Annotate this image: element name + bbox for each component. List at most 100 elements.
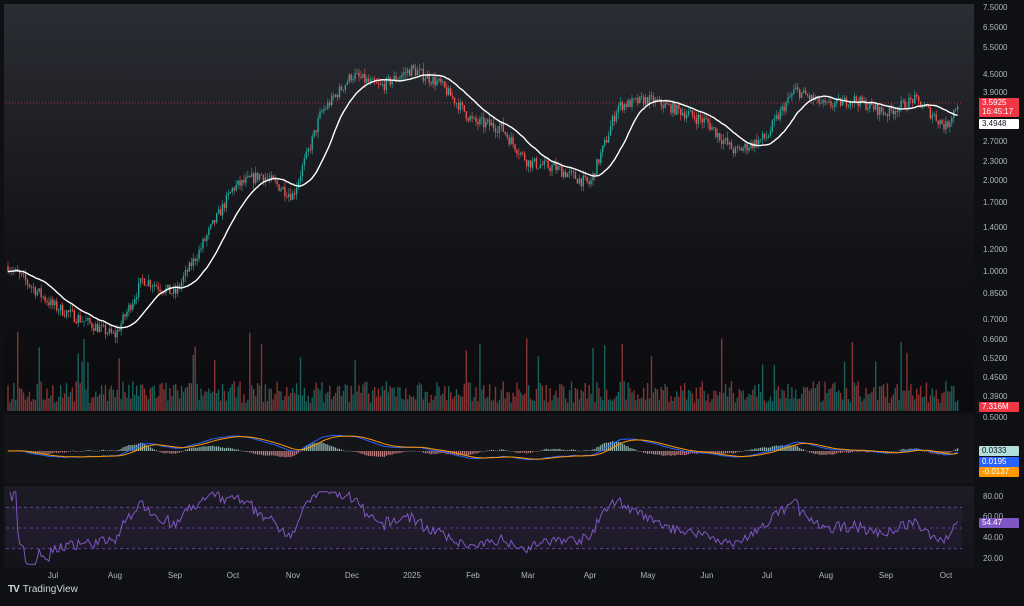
candle-body xyxy=(845,97,848,107)
volume-bar xyxy=(871,391,873,411)
volume-bar xyxy=(531,400,534,411)
macd-histogram-bar xyxy=(773,445,775,451)
candle-body xyxy=(270,175,272,179)
candle-body xyxy=(323,109,325,112)
candle-body xyxy=(861,96,863,102)
macd-histogram-bar xyxy=(372,451,374,457)
volume-bar xyxy=(260,343,263,411)
volume-bar xyxy=(231,384,233,411)
candle-body xyxy=(477,121,479,125)
candle-body xyxy=(722,139,725,144)
macd-histogram-bar xyxy=(705,451,707,453)
volume-bar xyxy=(707,393,709,411)
volume-bar xyxy=(407,399,409,411)
macd-histogram-bar xyxy=(861,451,863,452)
macd-histogram-bar xyxy=(118,449,120,451)
macd-histogram-bar xyxy=(383,451,385,457)
volume-bar xyxy=(81,361,83,411)
volume-bar xyxy=(717,395,719,411)
candle-body xyxy=(623,104,625,110)
volume-bar xyxy=(311,397,313,411)
volume-bar xyxy=(594,401,596,411)
candle-body xyxy=(473,117,475,119)
candle-body xyxy=(149,280,152,287)
volume-bar xyxy=(894,387,896,411)
candle-body xyxy=(955,109,957,110)
volume-bar xyxy=(46,388,48,411)
candle-body xyxy=(951,118,953,123)
candle-body xyxy=(264,177,267,182)
candle-body xyxy=(709,122,711,130)
time-axis-label: 2025 xyxy=(403,571,421,580)
volume-bar xyxy=(820,401,822,411)
volume-bar xyxy=(114,396,116,411)
macd-histogram-bar xyxy=(633,449,635,451)
volume-bar xyxy=(740,391,742,411)
macd-histogram-bar xyxy=(202,446,204,451)
volume-bar xyxy=(758,383,760,411)
candle-body xyxy=(892,109,894,115)
macd-histogram-bar xyxy=(387,451,389,455)
volume-bar xyxy=(262,401,265,411)
volume-bar xyxy=(906,352,908,411)
macd-histogram-bar xyxy=(477,451,479,454)
candle-body xyxy=(740,147,742,151)
macd-histogram-bar xyxy=(469,451,471,455)
macd-histogram-bar xyxy=(652,451,655,455)
volume-bar xyxy=(492,399,495,411)
macd-histogram-bar xyxy=(791,445,793,451)
candle-body xyxy=(600,152,602,163)
candle-body xyxy=(358,72,360,77)
macd-histogram-bar xyxy=(711,451,713,453)
volume-bar xyxy=(555,390,557,411)
candle-body xyxy=(541,164,543,166)
candle-body xyxy=(453,97,456,104)
time-axis-label: Jul xyxy=(762,571,772,580)
macd-histogram-bar xyxy=(140,442,142,451)
candle-body xyxy=(771,120,774,132)
volume-bar xyxy=(461,396,464,411)
volume-bar xyxy=(295,383,298,411)
macd-histogram-bar xyxy=(95,450,97,452)
volume-bar xyxy=(278,390,280,411)
candle-body xyxy=(360,76,362,78)
volume-bar xyxy=(863,398,865,411)
volume-bar xyxy=(395,396,397,411)
volume-bar xyxy=(475,387,477,411)
macd-histogram-bar xyxy=(619,441,621,451)
volume-bar xyxy=(137,396,140,411)
candle-body xyxy=(869,102,871,108)
candle-body xyxy=(171,293,173,295)
macd-histogram-bar xyxy=(795,445,797,451)
volume-bar xyxy=(329,385,331,411)
volume-bar xyxy=(151,386,153,411)
macd-histogram-bar xyxy=(124,446,126,451)
volume-bar xyxy=(366,381,368,411)
candle-body xyxy=(814,98,816,100)
volume-bar xyxy=(116,389,118,411)
volume-bar xyxy=(71,387,74,411)
candle-body xyxy=(559,166,561,167)
candle-body xyxy=(354,73,356,79)
volume-bar xyxy=(582,391,584,411)
volume-bar xyxy=(627,382,629,411)
volume-bar xyxy=(405,388,407,411)
macd-histogram-bar xyxy=(789,445,791,451)
candle-body xyxy=(266,177,269,179)
macd-histogram-bar xyxy=(262,451,265,456)
volume-bar xyxy=(912,395,914,411)
volume-bar xyxy=(128,384,130,411)
macd-histogram-bar xyxy=(765,447,768,451)
candle-body xyxy=(106,333,109,335)
candle-body xyxy=(607,135,610,143)
volume-bar xyxy=(315,382,317,411)
volume-bar xyxy=(104,384,107,411)
volume-bar xyxy=(586,398,588,411)
macd-histogram-bar xyxy=(771,446,773,451)
candle-body xyxy=(746,143,748,151)
candle-body xyxy=(15,268,17,271)
volume-bar xyxy=(428,402,430,411)
volume-bar xyxy=(212,391,214,411)
candle-body xyxy=(658,99,660,101)
